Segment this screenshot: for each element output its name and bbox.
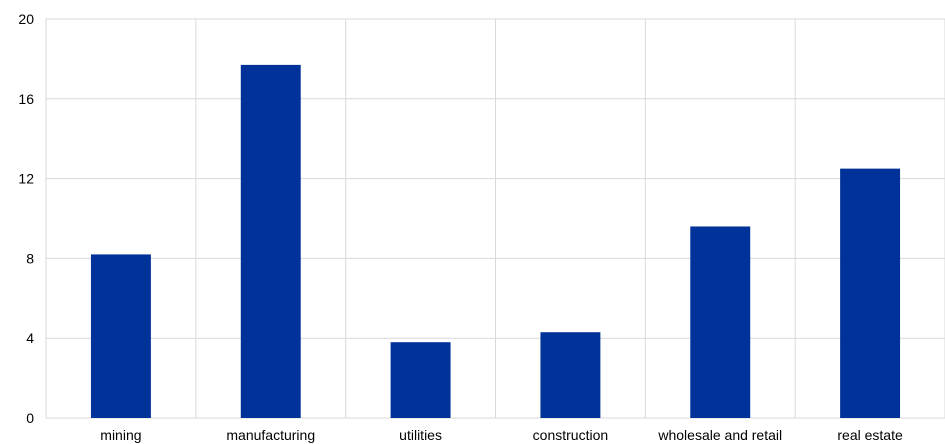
x-category-label: wholesale and retail [657, 427, 782, 443]
bar-manufacturing [240, 64, 301, 418]
x-category-label: utilities [399, 427, 442, 443]
y-tick-label: 12 [18, 171, 34, 187]
y-tick-label: 8 [26, 250, 34, 266]
y-tick-label: 4 [26, 330, 34, 346]
bar-construction [540, 332, 601, 418]
y-axis-ticks: 0 4 8 12 16 20 [18, 11, 34, 426]
bar-wholesale-and-retail [690, 226, 751, 418]
bar-utilities [390, 342, 451, 418]
x-category-label: real estate [837, 427, 903, 443]
bars [90, 64, 901, 418]
x-category-label: construction [533, 427, 608, 443]
x-category-label: manufacturing [226, 427, 315, 443]
y-tick-label: 16 [18, 91, 34, 107]
x-category-label: mining [100, 427, 141, 443]
bar-mining [90, 254, 151, 418]
bar-real-estate [840, 168, 901, 418]
grid-lines [45, 18, 945, 419]
y-tick-label: 0 [26, 410, 34, 426]
x-axis-labels: mining manufacturing utilities construction… [100, 427, 903, 443]
y-tick-label: 20 [18, 11, 34, 27]
